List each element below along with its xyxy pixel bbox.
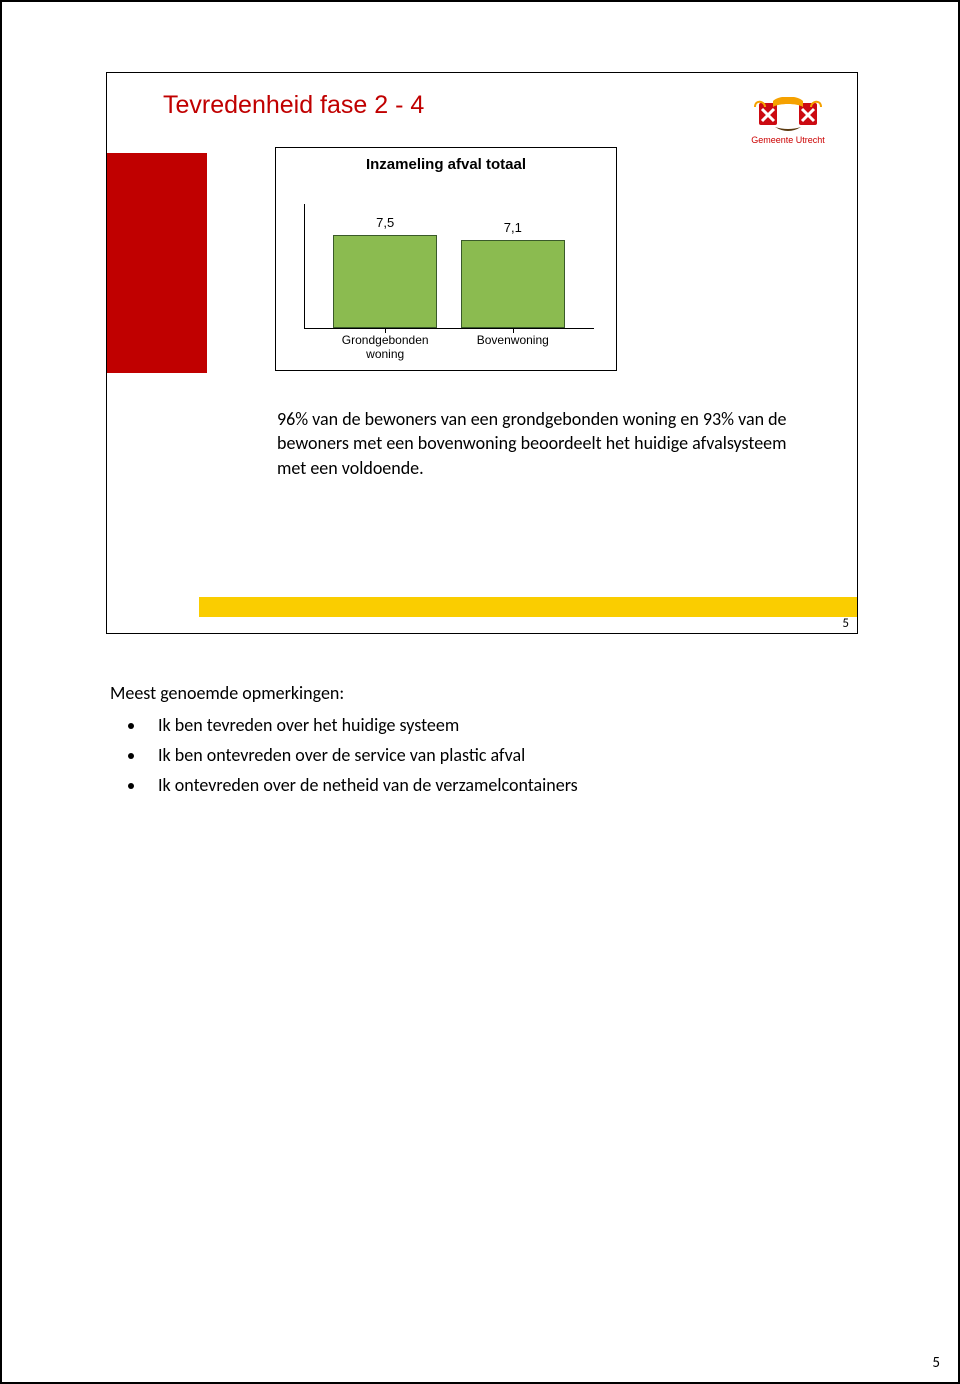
bar-category-label: Bovenwoning	[446, 334, 580, 348]
bar	[333, 235, 437, 328]
y-axis	[304, 204, 305, 328]
chart-title: Inzameling afval totaal	[276, 156, 616, 173]
bar-value-label: 7,5	[355, 215, 415, 230]
red-accent-bar	[107, 153, 207, 373]
notes-list: Ik ben tevreden over het huidige systeem…	[110, 714, 854, 796]
slide-body-text: 96% van de bewoners van een grondgebonde…	[277, 407, 817, 480]
slide-frame: Tevredenheid fase 2 - 4 Gemeente Utrecht…	[106, 72, 858, 634]
notes-item: Ik ben ontevreden over de service van pl…	[146, 744, 854, 766]
x-axis	[304, 328, 594, 329]
notes-item: Ik ontevreden over de netheid van de ver…	[146, 774, 854, 796]
notes-item: Ik ben tevreden over het huidige systeem	[146, 714, 854, 736]
notes-heading: Meest genoemde opmerkingen:	[110, 682, 854, 704]
yellow-footer-bar	[199, 597, 857, 617]
bar	[461, 240, 565, 328]
speaker-notes: Meest genoemde opmerkingen: Ik ben tevre…	[110, 682, 854, 804]
bar-value-label: 7,1	[483, 220, 543, 235]
bar-category-label: Grondgebondenwoning	[318, 334, 452, 362]
slide-title: Tevredenheid fase 2 - 4	[163, 91, 424, 120]
coat-of-arms-icon	[753, 97, 823, 133]
logo-caption: Gemeente Utrecht	[741, 135, 835, 145]
document-page-number: 5	[932, 1354, 940, 1372]
chart-plot-area: 7,5 Grondgebondenwoning 7,1 Bovenwoning	[294, 184, 604, 366]
slide-page-number: 5	[842, 616, 849, 631]
municipality-logo: Gemeente Utrecht	[741, 97, 835, 145]
bar-chart: Inzameling afval totaal 7,5 Grondgebonden…	[275, 147, 617, 371]
